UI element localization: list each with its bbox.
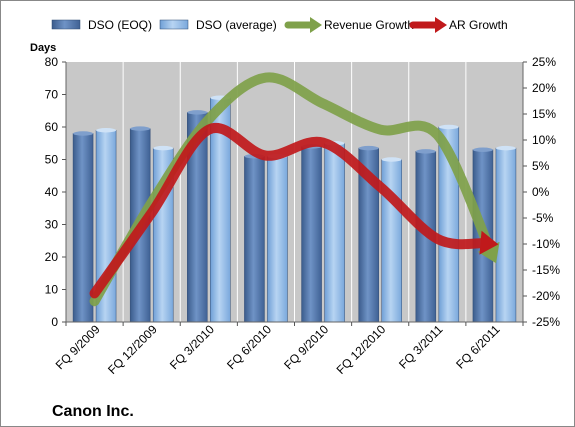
bar-dso-eoq <box>244 156 265 323</box>
bar-cap-dso-eoq <box>187 110 208 115</box>
bar-cap-dso-average <box>153 145 174 151</box>
bar-cap-dso-average <box>495 145 516 151</box>
y-tick-label: 20 <box>45 250 59 264</box>
bar-cap-dso-eoq <box>358 145 379 151</box>
legend-swatch-dso-eoq <box>51 19 81 30</box>
legend: DSO (EOQ) DSO (average) Revenue Growth AR G… <box>51 17 508 33</box>
y-tick-label: 0 <box>51 315 58 329</box>
bar-dso-average <box>495 147 517 323</box>
y-tick-label: 60 <box>45 120 59 134</box>
legend-label-dso-average: DSO (average) <box>196 18 277 32</box>
legend-arrow-ar-growth <box>435 17 447 33</box>
y-axis-left: 0 10 20 30 40 50 60 70 80 <box>45 55 66 329</box>
y-axis-right: -25% -20% -15% -10% -5% 0% 5% 10% 15% 20% 25% <box>523 55 560 329</box>
bar-cap-dso-average <box>96 128 117 133</box>
y-tick-label: 40 <box>45 185 59 199</box>
y2-tick-label: 15% <box>532 107 556 121</box>
arrowhead-revenue-growth <box>477 241 500 264</box>
bar-dso-average <box>381 159 402 323</box>
y2-tick-label: 25% <box>532 55 556 69</box>
y2-tick-label: -20% <box>532 289 560 303</box>
y-tick-label: 80 <box>45 55 59 69</box>
line-ar-growth <box>89 122 490 299</box>
y2-tick-label: 0% <box>532 185 550 199</box>
y2-tick-label: -15% <box>532 263 560 277</box>
legend-label-revenue-growth: Revenue Growth <box>324 18 414 32</box>
bar-cap-dso-eoq <box>415 149 436 154</box>
bar-cap-dso-eoq <box>472 147 493 152</box>
y-tick-label: 50 <box>45 153 59 167</box>
bar-dso-average <box>324 143 345 323</box>
line-revenue-growth <box>89 72 496 307</box>
bar-cap-dso-average <box>381 157 402 162</box>
y2-tick-label: 20% <box>532 81 556 95</box>
y-tick-label: 30 <box>45 218 59 232</box>
y-axis-title: Days <box>30 42 56 54</box>
y-tick-label: 70 <box>45 88 59 102</box>
y2-tick-label: -25% <box>532 315 560 329</box>
y-tick-label: 10 <box>45 283 59 297</box>
bar-dso-eoq <box>301 146 322 323</box>
legend-arrow-revenue-growth <box>310 17 322 33</box>
bar-dso-average <box>267 156 288 323</box>
plot-area <box>65 62 524 323</box>
bar-cap-dso-eoq <box>130 126 151 131</box>
y2-tick-label: -5% <box>532 211 554 225</box>
y2-tick-label: 10% <box>532 133 556 147</box>
y2-tick-label: -10% <box>532 237 560 251</box>
legend-label-ar-growth: AR Growth <box>449 18 508 32</box>
bar-cap-dso-eoq <box>73 131 94 136</box>
bar-cap-dso-average <box>438 124 459 130</box>
y2-tick-label: 5% <box>532 159 550 173</box>
company-annotation: Canon Inc. <box>52 403 134 420</box>
arrowhead-ar-growth <box>479 230 499 255</box>
legend-label-dso-eoq: DSO (EOQ) <box>88 18 152 32</box>
legend-swatch-dso-average <box>159 19 189 30</box>
